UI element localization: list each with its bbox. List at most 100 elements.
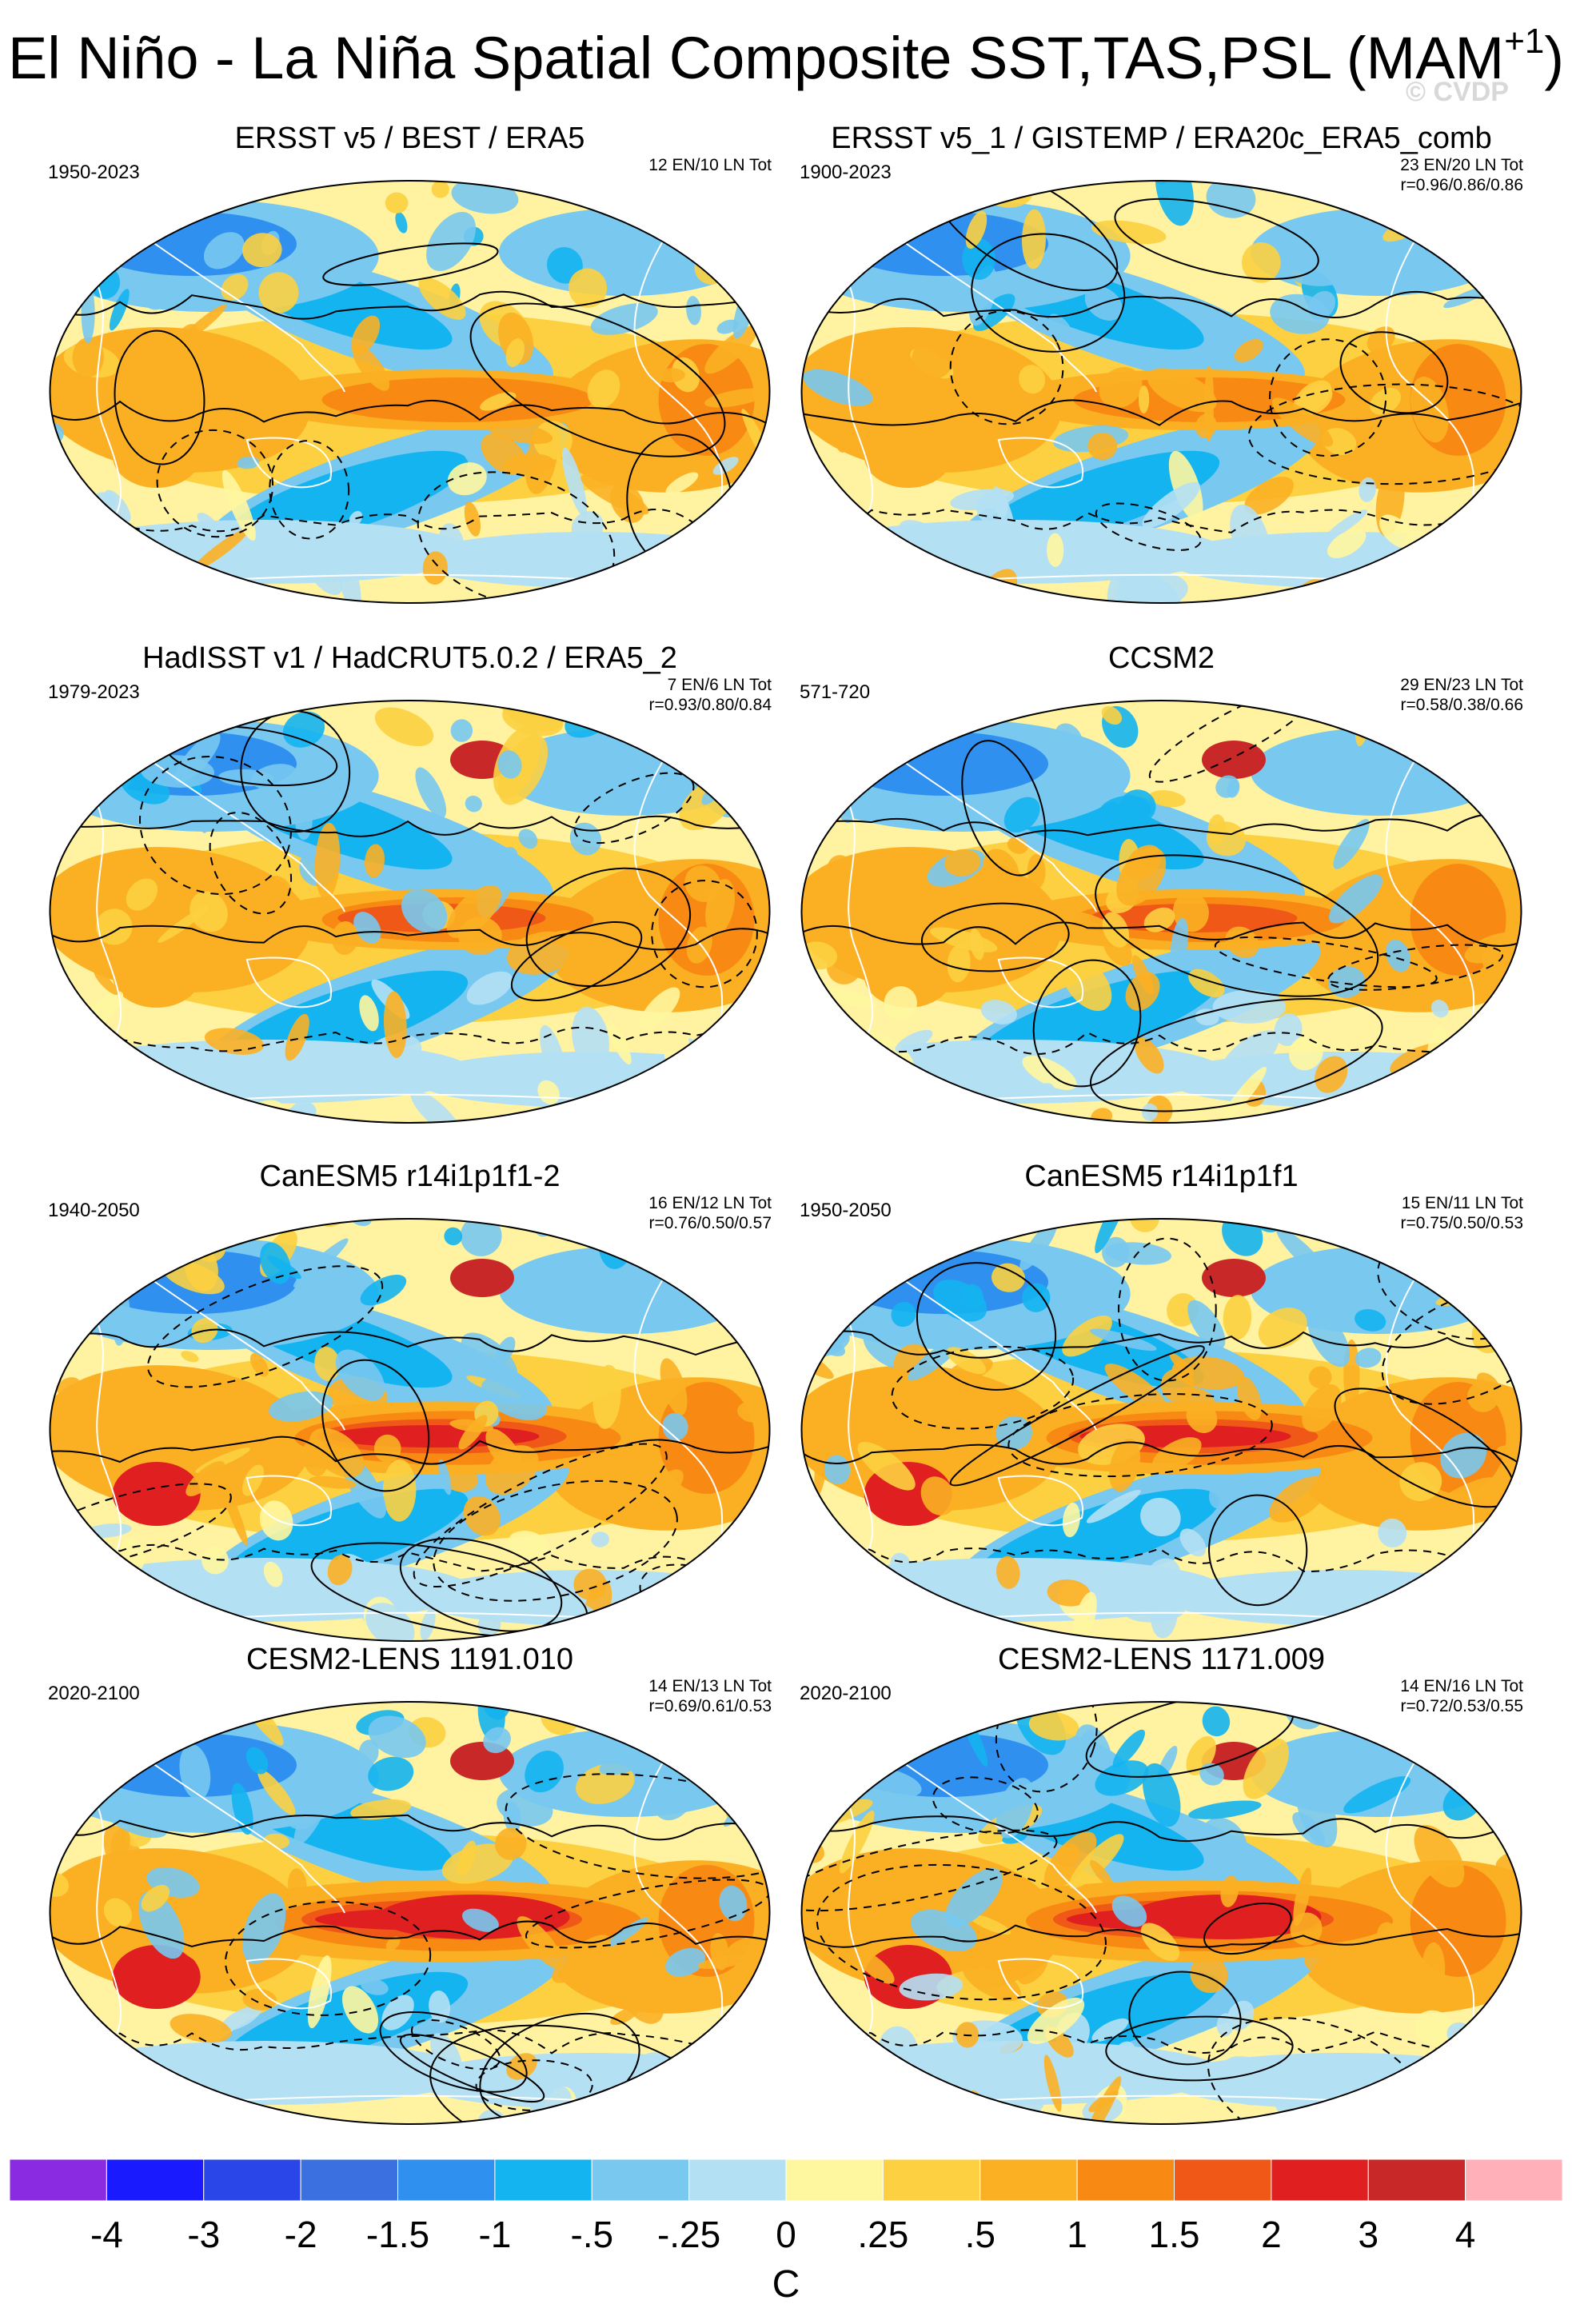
psl-contour <box>1128 1971 1242 2066</box>
psl-contour <box>1269 338 1387 457</box>
psl-contour <box>50 1812 770 1841</box>
colorbar-box <box>300 2159 399 2201</box>
coastline <box>889 1269 1097 1431</box>
psl-contour <box>322 242 499 286</box>
panel-title: CanESM5 r14i1p1f1 <box>1024 1160 1299 1193</box>
panel-stats: 7 EN/6 LN Tot r=0.93/0.80/0.84 <box>648 675 772 715</box>
panel-period: 1950-2050 <box>800 1200 892 1221</box>
psl-contour <box>50 1543 770 1572</box>
coastline <box>138 231 345 393</box>
panel-counts: 7 EN/6 LN Tot <box>667 676 772 694</box>
psl-contour <box>995 1702 1098 1793</box>
psl-contour <box>801 1441 1522 1465</box>
global-map <box>49 1701 771 2125</box>
psl-contour <box>1105 2015 1294 2082</box>
psl-contour <box>379 2011 528 2093</box>
panel-counts: 23 EN/20 LN Tot <box>1400 156 1523 174</box>
psl-contour <box>1203 1903 1292 1955</box>
coastline <box>997 1475 1084 1527</box>
panel-period: 1900-2023 <box>800 162 892 183</box>
psl-contours <box>50 1265 770 1641</box>
colorbar-box <box>688 2159 787 2201</box>
psl-contour <box>469 302 726 457</box>
coastline <box>842 1792 874 2042</box>
cvdp-watermark: © CVDP <box>1406 77 1509 107</box>
sst-anomaly-field <box>801 1219 1522 1641</box>
global-map <box>49 700 771 1124</box>
panel-3: HadISST v1 / HadCRUT5.0.2 / ERA5_2 1979-2… <box>40 640 780 1136</box>
panel-period: 1940-2050 <box>48 1200 140 1221</box>
panel-title: ERSST v5 / BEST / ERA5 <box>234 122 585 155</box>
panel-period: 1979-2023 <box>48 681 140 703</box>
psl-contour <box>50 399 770 425</box>
psl-contour <box>1095 854 1379 997</box>
psl-contour <box>920 902 1070 972</box>
colorbar-unit: C <box>772 2263 800 2306</box>
coastline <box>997 956 1084 1008</box>
coastline <box>889 1752 1097 1914</box>
coastline <box>997 437 1084 489</box>
panel-stats: 12 EN/10 LN Tot <box>648 155 772 175</box>
panel-5: CanESM5 r14i1p1f1-2 1940-2050 16 EN/12 LN … <box>40 1158 780 1654</box>
panel-title: CCSM2 <box>1107 641 1215 675</box>
colorbar-tick-label: 1.5 <box>1148 2214 1200 2255</box>
psl-contour <box>801 399 1522 426</box>
globe-outline <box>800 180 1522 604</box>
psl-contour <box>801 1829 1058 1912</box>
psl-contour <box>399 1537 563 1632</box>
psl-contour <box>961 740 1047 876</box>
panel-stats: 16 EN/12 LN Tot r=0.76/0.50/0.57 <box>648 1193 772 1233</box>
colorbar-tick-label: 1 <box>1067 2214 1087 2255</box>
panel-correlation: r=0.76/0.50/0.57 <box>648 1214 772 1232</box>
coastline <box>90 271 122 521</box>
coastline <box>889 751 1097 912</box>
psl-contour <box>50 1328 770 1356</box>
colorbar-tick-label: .25 <box>857 2214 909 2255</box>
globe-outline <box>49 1218 771 1642</box>
psl-contour <box>971 233 1126 353</box>
psl-contour <box>932 1776 1039 1835</box>
psl-contour <box>801 1815 1522 1843</box>
psl-contour <box>801 509 1522 533</box>
psl-contour <box>651 880 758 988</box>
panel-stats: 15 EN/11 LN Tot r=0.75/0.50/0.53 <box>1400 1193 1523 1233</box>
panel-title: HadISST v1 / HadCRUT5.0.2 / ERA5_2 <box>142 641 677 675</box>
colorbar-box <box>882 2159 981 2201</box>
panel-1: ERSST v5 / BEST / ERA5 1950-2023 12 EN/10 … <box>40 120 780 616</box>
global-map <box>800 180 1522 604</box>
coastline <box>245 1475 333 1527</box>
colorbar-tick-label: -3 <box>187 2214 221 2255</box>
colorbar-box <box>1465 2159 1562 2201</box>
panel-2: ERSST v5_1 / GISTEMP / ERA20c_ERA5_comb 1… <box>792 120 1531 616</box>
panel-counts: 29 EN/23 LN Tot <box>1400 676 1523 694</box>
coastline <box>245 956 333 1008</box>
panel-period: 1950-2023 <box>48 162 140 183</box>
panel-title: CESM2-LENS 1171.009 <box>997 1643 1326 1676</box>
coastline <box>889 231 1097 393</box>
psl-contour <box>801 813 1522 838</box>
psl-contour <box>801 290 1522 320</box>
title-text: El Niño - La Niña Spatial Composite SST,… <box>7 25 1505 91</box>
coastline <box>997 1958 1084 2010</box>
psl-contour <box>225 1901 432 2016</box>
psl-contour <box>1118 1237 1217 1382</box>
panel-correlation: r=0.96/0.86/0.86 <box>1400 176 1523 194</box>
panel-counts: 15 EN/11 LN Tot <box>1401 1194 1523 1212</box>
global-map <box>800 700 1522 1124</box>
figure-title: El Niño - La Niña Spatial Composite SST,… <box>0 22 1572 94</box>
panel-4: CCSM2 571-720 29 EN/23 LN Tot r=0.58/0.38/0… <box>792 640 1531 1136</box>
sst-anomaly-field <box>801 701 1522 1123</box>
psl-contour <box>433 1479 678 1602</box>
psl-contour <box>321 1359 430 1492</box>
title-superscript: +1 <box>1504 22 1545 61</box>
panel-title: CESM2-LENS 1191.010 <box>245 1643 574 1676</box>
panel-correlation: r=0.72/0.53/0.55 <box>1400 1697 1523 1715</box>
globe-outline <box>800 1218 1522 1642</box>
psl-contour <box>114 329 205 465</box>
panel-counts: 16 EN/12 LN Tot <box>648 1194 772 1212</box>
colorbar-box <box>203 2159 301 2201</box>
psl-contour <box>949 1345 1205 1487</box>
psl-contour <box>1339 331 1449 414</box>
colorbar-tick-label: .5 <box>964 2214 995 2255</box>
sst-anomaly-field <box>801 1702 1522 2124</box>
